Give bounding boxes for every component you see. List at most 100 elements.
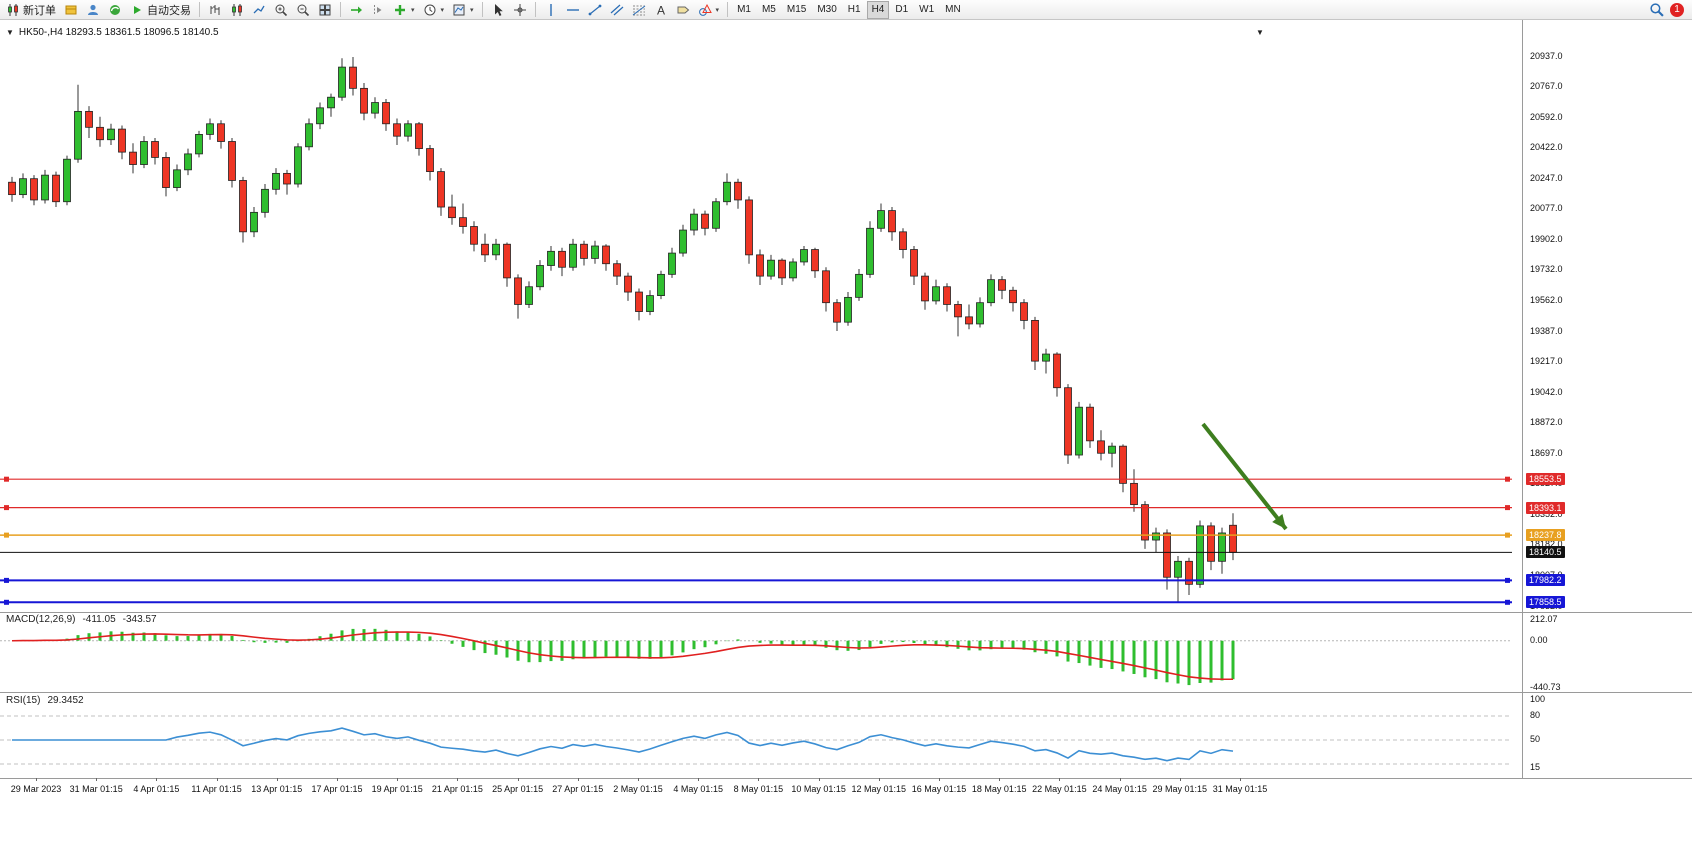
zoom-out-button[interactable] [292,1,314,19]
autoscroll-button[interactable] [345,1,367,19]
rsi-label: RSI(15) 29.3452 [6,695,84,706]
time-axis-tick [156,778,158,781]
time-axis-tick [96,778,98,781]
timeframe-h1-button[interactable]: H1 [843,1,866,19]
cursor-icon [494,3,503,16]
time-axis-label: 24 May 01:15 [1092,784,1147,794]
notification-badge[interactable]: 1 [1670,2,1684,17]
channel-icon [610,4,623,15]
symbol-ohlc-text: HK50-,H4 18293.5 18361.5 18096.5 18140.5 [18,27,219,38]
price-line-badge: 17858.5 [1526,596,1565,608]
time-axis-tick [577,778,579,781]
time-axis-tick [457,778,459,781]
time-axis-label: 29 May 01:15 [1152,784,1208,794]
axis-tick-label: 19217.0 [1530,356,1563,366]
time-axis-label: 12 May 01:15 [851,784,907,794]
periods-button[interactable]: ▾ [419,1,449,19]
new-order-button[interactable]: 新订单 [2,1,60,19]
macd-main-value: -411.05 [82,614,116,625]
trendline-button[interactable] [584,1,606,19]
timeframe-m1-button[interactable]: M1 [732,1,756,19]
time-axis-label: 21 Apr 01:15 [431,784,483,794]
bars-chart-button[interactable] [204,1,226,19]
macd-signal-value: -343.57 [122,614,157,625]
shapes-button[interactable]: ▾ [694,1,724,19]
time-axis-tick [1119,778,1121,781]
axis-tick-label: -440.73 [1530,682,1561,692]
timeframe-mn-button[interactable]: MN [940,1,966,19]
time-axis-tick [397,778,399,781]
indicators-button[interactable]: ▾ [389,1,419,19]
price-axis[interactable]: 20937.0 20767.0 20592.0 20422.0 20247.0 20077… [1523,20,1692,863]
time-axis[interactable]: 29 Mar 2023 31 Mar 01:15 4 Apr 01:15 11 Apr… [0,778,1522,818]
price-line-badge: 18237.8 [1526,529,1565,541]
candles-chart-button[interactable] [226,1,248,19]
chart-area: ▼ HK50-,H4 18293.5 18361.5 18096.5 18140… [0,20,1692,863]
cursor-button[interactable] [487,1,509,19]
crosshair-button[interactable] [509,1,531,19]
templates-button[interactable]: ▾ [448,1,478,19]
auto-trading-button[interactable]: 自动交易 [126,1,195,19]
timeframe-group: M1 M5 M15 M30 H1 H4 D1 W1 MN [732,0,966,19]
toolbar-separator [199,2,200,17]
search-icon [1650,3,1664,17]
timeframe-d1-button[interactable]: D1 [890,1,913,19]
axis-tick-label: 20767.0 [1530,81,1563,91]
time-axis-tick [638,778,639,781]
axis-tick-label: 20422.0 [1530,142,1563,152]
ohlc-caret-icon[interactable]: ▼ [6,28,14,37]
user-icon [88,4,98,15]
time-axis-label: 13 Apr 01:15 [251,784,303,794]
main-chart-canvas[interactable] [0,20,1522,863]
toolbar: 新订单 自动交易 [0,0,1692,20]
time-axis-tick [999,778,1001,781]
user-button[interactable] [82,1,104,19]
fibonacci-button[interactable] [628,1,650,19]
chart-shift-button[interactable] [367,1,389,19]
vertical-line-button[interactable] [540,1,562,19]
line-chart-icon [253,5,265,13]
timeframe-m5-button[interactable]: M5 [757,1,781,19]
timeframe-m30-button[interactable]: M30 [812,1,841,19]
axis-tick-label: 15 [1530,762,1541,772]
time-axis-tick [216,778,218,781]
candles [8,57,1237,603]
search-button[interactable] [1645,1,1668,19]
time-axis-label: 4 May 01:15 [673,784,723,794]
time-axis-tick [337,778,338,781]
price-axis-separator [1522,20,1523,778]
new-order-label: 新订单 [23,4,56,17]
zoom-in-button[interactable] [270,1,292,19]
time-axis-label: 18 May 01:15 [971,784,1027,794]
price-lines [0,476,1512,605]
tile-windows-icon [319,4,331,15]
macd-panel-separator[interactable] [0,612,1692,613]
time-axis-label: 16 May 01:15 [911,784,967,794]
time-axis-label: 17 Apr 01:15 [311,784,363,794]
timeframe-h4-button[interactable]: H4 [866,0,890,19]
cube-button[interactable] [60,1,82,19]
channel-button[interactable] [606,1,628,19]
label-tool-button[interactable] [672,1,694,19]
timeframe-m15-button[interactable]: M15 [782,1,811,19]
macd-name: MACD(12,26,9) [6,614,76,625]
time-axis-tick [818,778,820,781]
time-axis-label: 27 Apr 01:15 [552,784,604,794]
chevron-down-icon: ▾ [470,6,474,14]
chart-menu-caret-icon[interactable]: ▼ [1256,28,1264,37]
price-line-badge: 17982.2 [1526,574,1565,586]
rsi-panel-separator[interactable] [0,692,1692,693]
timeframe-w1-button[interactable]: W1 [914,1,939,19]
tile-windows-button[interactable] [314,1,336,19]
text-tool-button[interactable]: A [650,1,672,19]
time-axis-label: 11 Apr 01:15 [191,784,242,794]
time-axis-label: 25 Apr 01:15 [492,784,544,794]
horizontal-line-button[interactable] [562,1,584,19]
axis-tick-label: 19562.0 [1530,295,1563,305]
time-axis-label: 22 May 01:15 [1032,784,1087,794]
axis-tick-label: 20077.0 [1530,203,1563,213]
community-button[interactable] [104,1,126,19]
bars-chart-icon [210,4,220,15]
trend-arrow [1201,422,1288,531]
line-chart-button[interactable] [248,1,270,19]
